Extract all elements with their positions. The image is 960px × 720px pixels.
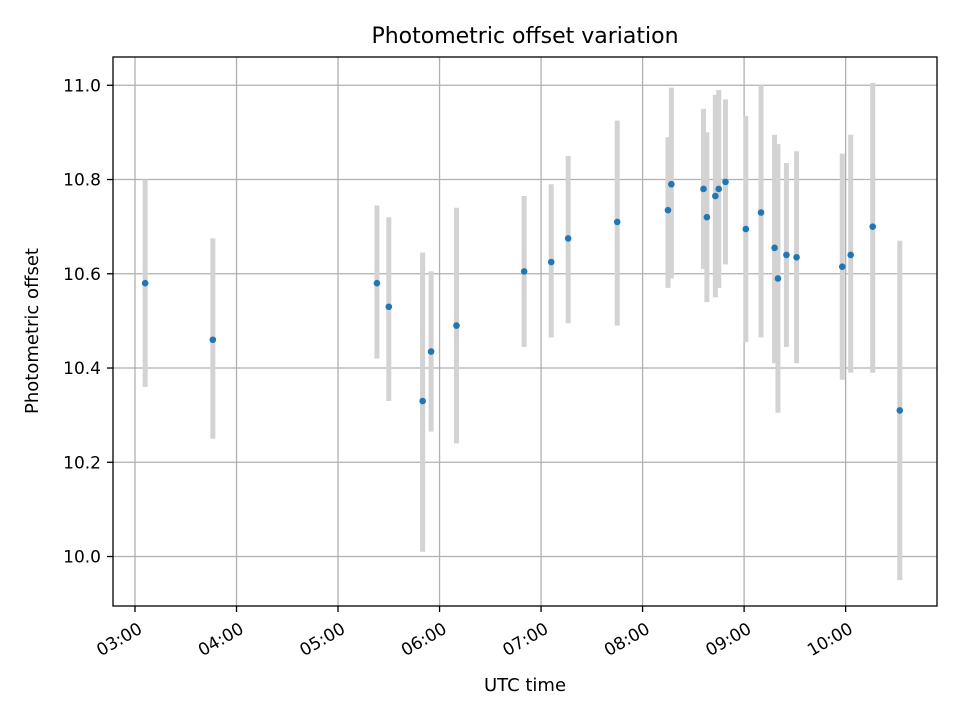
data-point xyxy=(722,178,729,186)
error-bars xyxy=(142,82,903,581)
grid-lines xyxy=(113,57,937,606)
data-points xyxy=(141,178,904,414)
data-point xyxy=(742,225,750,233)
data-point xyxy=(712,192,719,200)
y-tick-label: 10.2 xyxy=(63,453,101,473)
data-point xyxy=(715,185,723,193)
data-point xyxy=(700,185,707,193)
x-tick-label: 07:00 xyxy=(500,619,552,661)
data-point xyxy=(783,251,790,259)
y-tick-label: 11.0 xyxy=(63,76,101,96)
y-tick-label: 10.0 xyxy=(63,548,101,568)
data-point xyxy=(896,407,904,414)
x-axis-label: UTC time xyxy=(484,675,566,696)
chart-title: Photometric offset variation xyxy=(371,24,678,49)
y-tick-label: 10.4 xyxy=(63,359,101,379)
x-tick-label: 09:00 xyxy=(703,619,755,661)
data-point xyxy=(869,223,877,230)
data-point xyxy=(774,275,782,282)
x-tick-label: 06:00 xyxy=(398,619,450,661)
data-point xyxy=(613,218,621,226)
data-point xyxy=(703,213,711,221)
data-point xyxy=(771,244,778,252)
x-tick-label: 03:00 xyxy=(93,619,145,661)
data-point xyxy=(838,263,846,271)
x-tick-label: 10:00 xyxy=(804,619,856,661)
y-tick-label: 10.6 xyxy=(63,265,101,285)
data-point xyxy=(427,348,435,355)
x-tick-label: 04:00 xyxy=(195,619,247,661)
data-point xyxy=(453,322,460,329)
data-point xyxy=(564,235,572,242)
x-tick-label: 05:00 xyxy=(296,619,348,661)
y-tick-label: 10.8 xyxy=(63,171,101,191)
data-point xyxy=(668,180,675,188)
data-point xyxy=(385,303,393,311)
data-point xyxy=(373,279,381,287)
y-axis-label: Photometric offset xyxy=(22,248,43,414)
plot-frame xyxy=(112,56,938,607)
data-point xyxy=(209,336,217,344)
data-point xyxy=(520,268,528,275)
data-point xyxy=(847,251,855,259)
data-point xyxy=(664,206,672,214)
data-point xyxy=(141,279,149,287)
data-point xyxy=(547,258,555,266)
data-point xyxy=(793,253,800,261)
data-point xyxy=(419,397,426,405)
x-tick-label: 08:00 xyxy=(601,619,653,661)
data-point xyxy=(757,209,765,216)
